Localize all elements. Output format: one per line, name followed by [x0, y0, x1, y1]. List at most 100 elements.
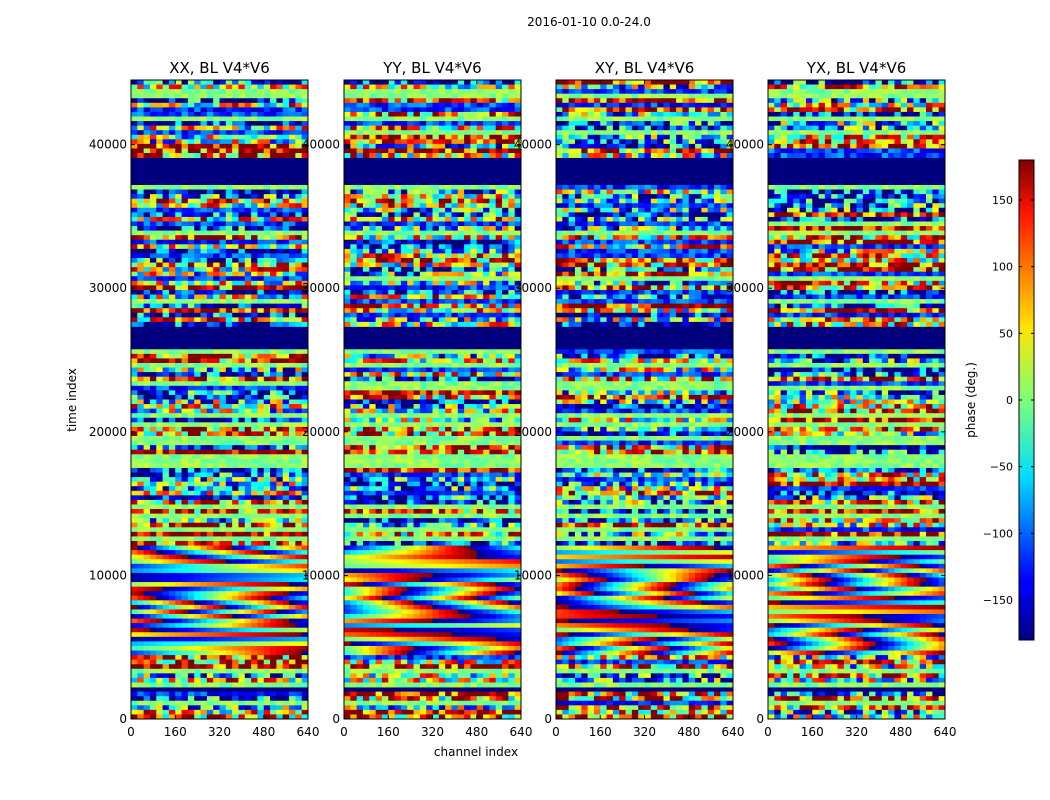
heatmap-cell [432, 111, 440, 117]
heatmap-cell [137, 604, 145, 610]
heatmap-cell [301, 691, 309, 697]
heatmap-cell [200, 431, 208, 437]
heatmap-cell [213, 431, 220, 437]
heatmap-cell [244, 591, 252, 597]
heatmap-cell [470, 239, 478, 245]
heatmap-cell [206, 239, 214, 245]
heatmap-cell [213, 563, 220, 569]
heatmap-cell [495, 253, 503, 259]
heatmap-cell [200, 495, 208, 501]
heatmap-cell [282, 358, 290, 364]
heatmap-cell [194, 449, 201, 455]
heatmap-cell [362, 303, 370, 309]
heatmap-cell [244, 248, 252, 254]
heatmap-cell [149, 499, 157, 505]
heatmap-cell [137, 650, 145, 656]
heatmap-cell [194, 93, 201, 99]
heatmap-cell [301, 550, 309, 556]
heatmap-cell [502, 294, 509, 300]
heatmap-cell [407, 244, 414, 250]
heatmap-cell [270, 285, 277, 291]
heatmap-cell [168, 385, 176, 391]
heatmap-cell [137, 709, 145, 715]
heatmap-cell [206, 472, 214, 478]
heatmap-cell [181, 198, 189, 204]
heatmap-cell [470, 93, 478, 99]
heatmap-cell [131, 467, 138, 473]
heatmap-cell [432, 84, 440, 90]
heatmap-cell [143, 394, 151, 400]
heatmap-cell [301, 591, 309, 597]
heatmap-cell [168, 362, 176, 368]
heatmap-cell [244, 98, 252, 104]
heatmap-cell [295, 691, 303, 697]
heatmap-cell [263, 285, 271, 291]
heatmap-cell [257, 358, 265, 364]
heatmap-cell [407, 189, 414, 195]
heatmap-cell [276, 481, 284, 487]
heatmap-cell [149, 472, 157, 478]
heatmap-cell [181, 696, 189, 702]
heatmap-cell [495, 98, 503, 104]
heatmap-cell [137, 545, 145, 551]
heatmap-cell [194, 102, 201, 108]
heatmap-cell [200, 235, 208, 241]
heatmap-cell [369, 84, 377, 90]
heatmap-cell [168, 545, 176, 551]
heatmap-cell [301, 609, 309, 615]
heatmap-cell [350, 111, 358, 117]
heatmap-cell [495, 207, 503, 213]
heatmap-cell [495, 134, 503, 140]
heatmap-cell [426, 84, 433, 90]
heatmap-cell [131, 563, 138, 569]
heatmap-cell [168, 299, 176, 305]
heatmap-cell [206, 130, 214, 136]
heatmap-cell [356, 321, 364, 327]
heatmap-cell [388, 349, 395, 355]
heatmap-cell [514, 194, 522, 200]
heatmap-cell [508, 130, 516, 136]
heatmap-cell [457, 102, 465, 108]
heatmap-cell [181, 372, 189, 378]
heatmap-cell [295, 244, 303, 250]
heatmap-cell [464, 258, 471, 263]
heatmap-cell [238, 436, 246, 441]
heatmap-cell [219, 572, 227, 578]
heatmap-cell [137, 481, 145, 487]
heatmap-cell [213, 349, 220, 355]
heatmap-cell [131, 586, 138, 592]
heatmap-cell [381, 253, 389, 259]
heatmap-cell [156, 472, 164, 478]
heatmap-cell [400, 143, 408, 149]
heatmap-cell [187, 107, 195, 113]
heatmap-cell [219, 422, 227, 428]
heatmap-cell [451, 184, 459, 190]
heatmap-cell [244, 682, 252, 688]
heatmap-cell [438, 262, 446, 268]
heatmap-cell [483, 216, 490, 222]
heatmap-cell [419, 349, 427, 355]
heatmap-cell [137, 93, 145, 99]
heatmap-cell [289, 89, 296, 95]
heatmap-cell [508, 107, 516, 113]
heatmap-cell [175, 586, 182, 592]
heatmap-cell [187, 230, 195, 236]
heatmap-cell [200, 531, 208, 537]
heatmap-cell [232, 262, 239, 268]
heatmap-cell [251, 677, 258, 683]
heatmap-cell [413, 317, 421, 323]
heatmap-cell [457, 221, 465, 227]
heatmap-cell [143, 321, 151, 327]
heatmap-cell [213, 376, 220, 382]
heatmap-cell [156, 426, 164, 432]
heatmap-cell [232, 445, 239, 451]
heatmap-cell [206, 490, 214, 496]
heatmap-cell [181, 568, 189, 574]
heatmap-cell [508, 239, 516, 245]
heatmap-cell [168, 417, 176, 423]
heatmap-cell [276, 189, 284, 195]
heatmap-cell [419, 93, 427, 99]
heatmap-cell [206, 376, 214, 382]
heatmap-cell [344, 294, 351, 300]
heatmap-cell [251, 527, 258, 533]
